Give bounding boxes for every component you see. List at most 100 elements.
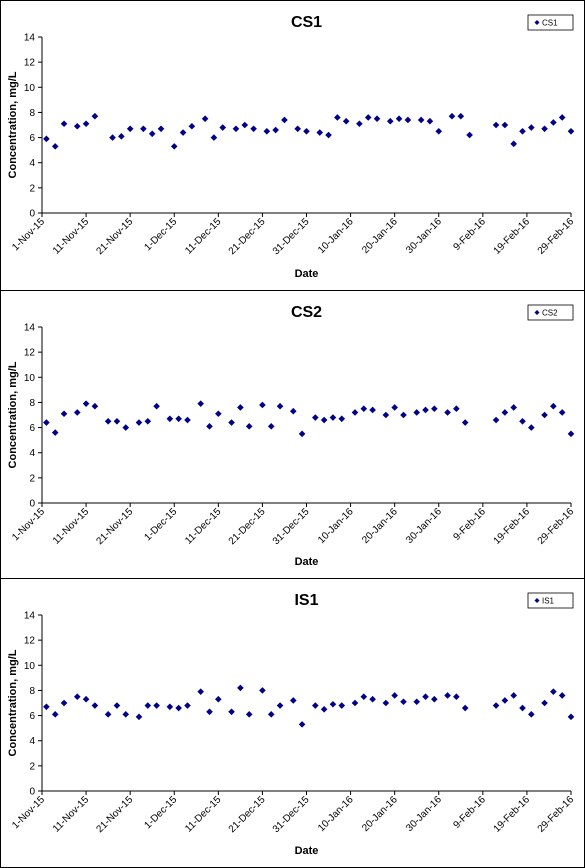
x-tick-label: 1-Dec-15 bbox=[143, 216, 180, 253]
data-point bbox=[43, 135, 50, 143]
data-point bbox=[184, 416, 191, 424]
legend-marker bbox=[534, 20, 540, 25]
data-point bbox=[232, 125, 240, 133]
x-tick-label: 11-Nov-15 bbox=[51, 216, 92, 257]
y-tick-label: 12 bbox=[24, 636, 36, 647]
data-point bbox=[206, 708, 213, 716]
x-tick-label: 21-Dec-15 bbox=[227, 506, 268, 547]
data-point bbox=[492, 121, 500, 129]
data-point bbox=[422, 693, 429, 701]
legend-marker bbox=[534, 598, 540, 603]
y-axis-label: Concentration, mg/L bbox=[7, 649, 19, 756]
data-point bbox=[144, 417, 152, 425]
y-tick-label: 6 bbox=[29, 423, 35, 434]
data-point bbox=[148, 130, 156, 138]
data-point bbox=[51, 429, 59, 436]
data-point bbox=[400, 411, 407, 419]
data-point bbox=[197, 688, 204, 695]
data-point bbox=[558, 114, 566, 121]
data-point bbox=[298, 721, 306, 728]
x-tick-label: 20-Jan-16 bbox=[360, 506, 400, 546]
data-point bbox=[140, 125, 147, 133]
data-point bbox=[109, 134, 116, 141]
data-point bbox=[122, 424, 130, 431]
x-axis-label: Date bbox=[295, 268, 319, 280]
data-point bbox=[170, 143, 178, 150]
data-point bbox=[466, 131, 473, 139]
data-point bbox=[567, 430, 575, 438]
data-point bbox=[342, 117, 350, 125]
x-tick-label: 1-Dec-15 bbox=[143, 506, 180, 543]
data-point bbox=[461, 704, 469, 712]
data-point bbox=[444, 409, 451, 416]
data-point bbox=[104, 417, 112, 425]
data-point bbox=[82, 695, 90, 703]
y-tick-label: 0 bbox=[29, 787, 35, 798]
data-point bbox=[51, 143, 59, 150]
y-tick-label: 14 bbox=[24, 323, 36, 334]
data-point bbox=[528, 124, 535, 131]
data-point bbox=[135, 713, 143, 721]
data-point bbox=[519, 417, 526, 425]
data-point bbox=[382, 699, 390, 707]
data-point bbox=[382, 411, 390, 419]
y-tick-label: 0 bbox=[29, 499, 35, 510]
data-point bbox=[60, 410, 68, 418]
data-point bbox=[166, 703, 174, 711]
x-tick-label: 20-Jan-16 bbox=[360, 794, 400, 834]
x-tick-label: 21-Nov-15 bbox=[94, 216, 135, 257]
data-point bbox=[281, 116, 288, 124]
data-point bbox=[422, 406, 429, 414]
data-point bbox=[267, 711, 275, 718]
data-point bbox=[364, 114, 372, 121]
data-point bbox=[510, 140, 517, 148]
data-point bbox=[395, 115, 403, 123]
x-tick-label: 21-Nov-15 bbox=[94, 506, 135, 547]
data-point bbox=[541, 411, 548, 419]
chart-title: CS1 bbox=[291, 14, 322, 31]
data-point bbox=[550, 688, 557, 695]
x-tick-label: 11-Dec-15 bbox=[183, 506, 224, 547]
x-tick-label: 11-Nov-15 bbox=[51, 506, 92, 547]
data-point bbox=[567, 127, 575, 135]
x-tick-label: 29-Feb-16 bbox=[536, 794, 577, 835]
x-tick-label: 20-Jan-16 bbox=[360, 216, 400, 256]
y-tick-label: 8 bbox=[29, 398, 35, 409]
data-point bbox=[272, 126, 279, 134]
x-tick-label: 9-Feb-16 bbox=[451, 506, 488, 543]
data-point bbox=[166, 415, 174, 423]
data-point bbox=[73, 122, 81, 130]
data-point bbox=[91, 112, 99, 120]
y-tick-label: 10 bbox=[24, 83, 36, 94]
chart-title: CS2 bbox=[291, 304, 322, 321]
data-point bbox=[157, 125, 165, 133]
data-point bbox=[558, 692, 566, 699]
chart-svg-is1: IS1 0 2 4 6 8 10 12 14 1-Nov-15 11-Nov-15 21-Nov-15… bbox=[7, 592, 577, 857]
y-tick-label: 12 bbox=[24, 58, 36, 69]
data-point bbox=[303, 127, 310, 135]
data-point bbox=[184, 702, 191, 709]
data-point bbox=[126, 125, 134, 133]
data-point bbox=[351, 699, 359, 707]
x-tick-label: 9-Feb-16 bbox=[451, 216, 488, 253]
chart-panel-is1: IS1 0 2 4 6 8 10 12 14 1-Nov-15 11-Nov-15 21-Nov-15… bbox=[0, 578, 585, 868]
y-tick-label: 0 bbox=[29, 209, 35, 220]
data-point bbox=[153, 702, 160, 709]
x-tick-label: 10-Jan-16 bbox=[316, 216, 356, 256]
y-tick-label: 14 bbox=[24, 33, 36, 44]
x-tick-label: 31-Dec-15 bbox=[271, 794, 312, 835]
data-point bbox=[351, 409, 359, 416]
data-point bbox=[492, 702, 500, 709]
data-point bbox=[113, 417, 121, 425]
chart-panel-cs2: CS2 0 2 4 6 8 10 12 14 1-Nov-15 11-Nov-15 21-Nov-15… bbox=[0, 290, 585, 579]
data-point bbox=[197, 400, 204, 407]
data-point bbox=[175, 704, 182, 712]
x-tick-label: 19-Feb-16 bbox=[492, 216, 533, 257]
data-point bbox=[276, 402, 284, 410]
data-point bbox=[73, 693, 81, 701]
x-tick-label: 31-Dec-15 bbox=[271, 216, 312, 257]
data-point bbox=[453, 405, 460, 413]
data-point bbox=[215, 695, 222, 703]
data-point bbox=[448, 112, 456, 120]
data-point bbox=[219, 124, 227, 131]
